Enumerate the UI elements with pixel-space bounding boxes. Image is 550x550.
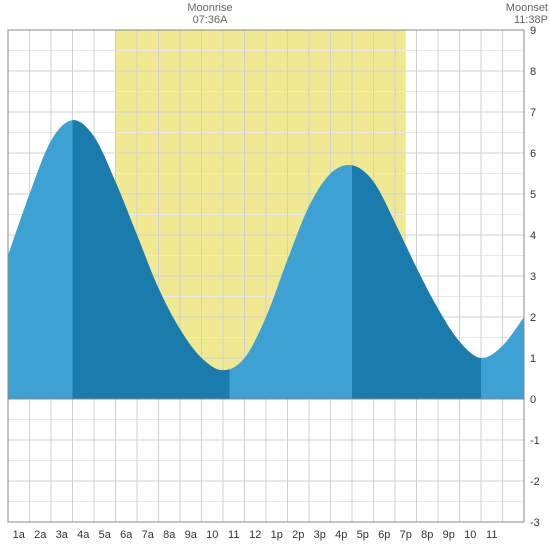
- svg-text:1p: 1p: [271, 529, 283, 541]
- moonset-time: 11:38P: [488, 14, 548, 26]
- svg-text:7: 7: [530, 107, 536, 119]
- svg-text:-2: -2: [530, 476, 540, 488]
- svg-text:8a: 8a: [163, 529, 176, 541]
- svg-text:6p: 6p: [378, 529, 390, 541]
- svg-text:9a: 9a: [185, 529, 198, 541]
- svg-text:12: 12: [249, 529, 261, 541]
- svg-text:1: 1: [530, 353, 536, 365]
- svg-text:4: 4: [530, 230, 536, 242]
- svg-text:7p: 7p: [400, 529, 412, 541]
- svg-text:10: 10: [464, 529, 476, 541]
- svg-text:2p: 2p: [292, 529, 304, 541]
- svg-text:3p: 3p: [314, 529, 326, 541]
- svg-text:5a: 5a: [99, 529, 112, 541]
- svg-text:8p: 8p: [421, 529, 433, 541]
- svg-text:-3: -3: [530, 517, 540, 529]
- svg-text:6a: 6a: [120, 529, 133, 541]
- svg-text:4a: 4a: [77, 529, 90, 541]
- svg-text:4p: 4p: [335, 529, 347, 541]
- svg-text:11: 11: [228, 529, 239, 541]
- svg-text:2a: 2a: [34, 529, 47, 541]
- moonset-label: Moonset: [488, 2, 548, 14]
- svg-text:11: 11: [486, 529, 497, 541]
- svg-text:2: 2: [530, 312, 536, 324]
- tide-chart: -3-2-101234567891a2a3a4a5a6a7a8a9a101112…: [0, 0, 550, 550]
- svg-text:6: 6: [530, 148, 536, 160]
- svg-text:0: 0: [530, 394, 536, 406]
- svg-text:8: 8: [530, 66, 536, 78]
- svg-text:-1: -1: [530, 435, 540, 447]
- svg-text:7a: 7a: [142, 529, 155, 541]
- moonrise-time: 07:36A: [170, 14, 250, 26]
- svg-text:5p: 5p: [357, 529, 369, 541]
- tide-chart-container: Moonrise 07:36A Moonset 11:38P -3-2-1012…: [0, 0, 550, 550]
- svg-text:5: 5: [530, 189, 536, 201]
- svg-text:9: 9: [530, 25, 536, 37]
- svg-text:10: 10: [206, 529, 218, 541]
- svg-text:9p: 9p: [443, 529, 455, 541]
- svg-text:1a: 1a: [13, 529, 26, 541]
- svg-text:3a: 3a: [56, 529, 69, 541]
- svg-text:3: 3: [530, 271, 536, 283]
- moonrise-label: Moonrise: [170, 2, 250, 14]
